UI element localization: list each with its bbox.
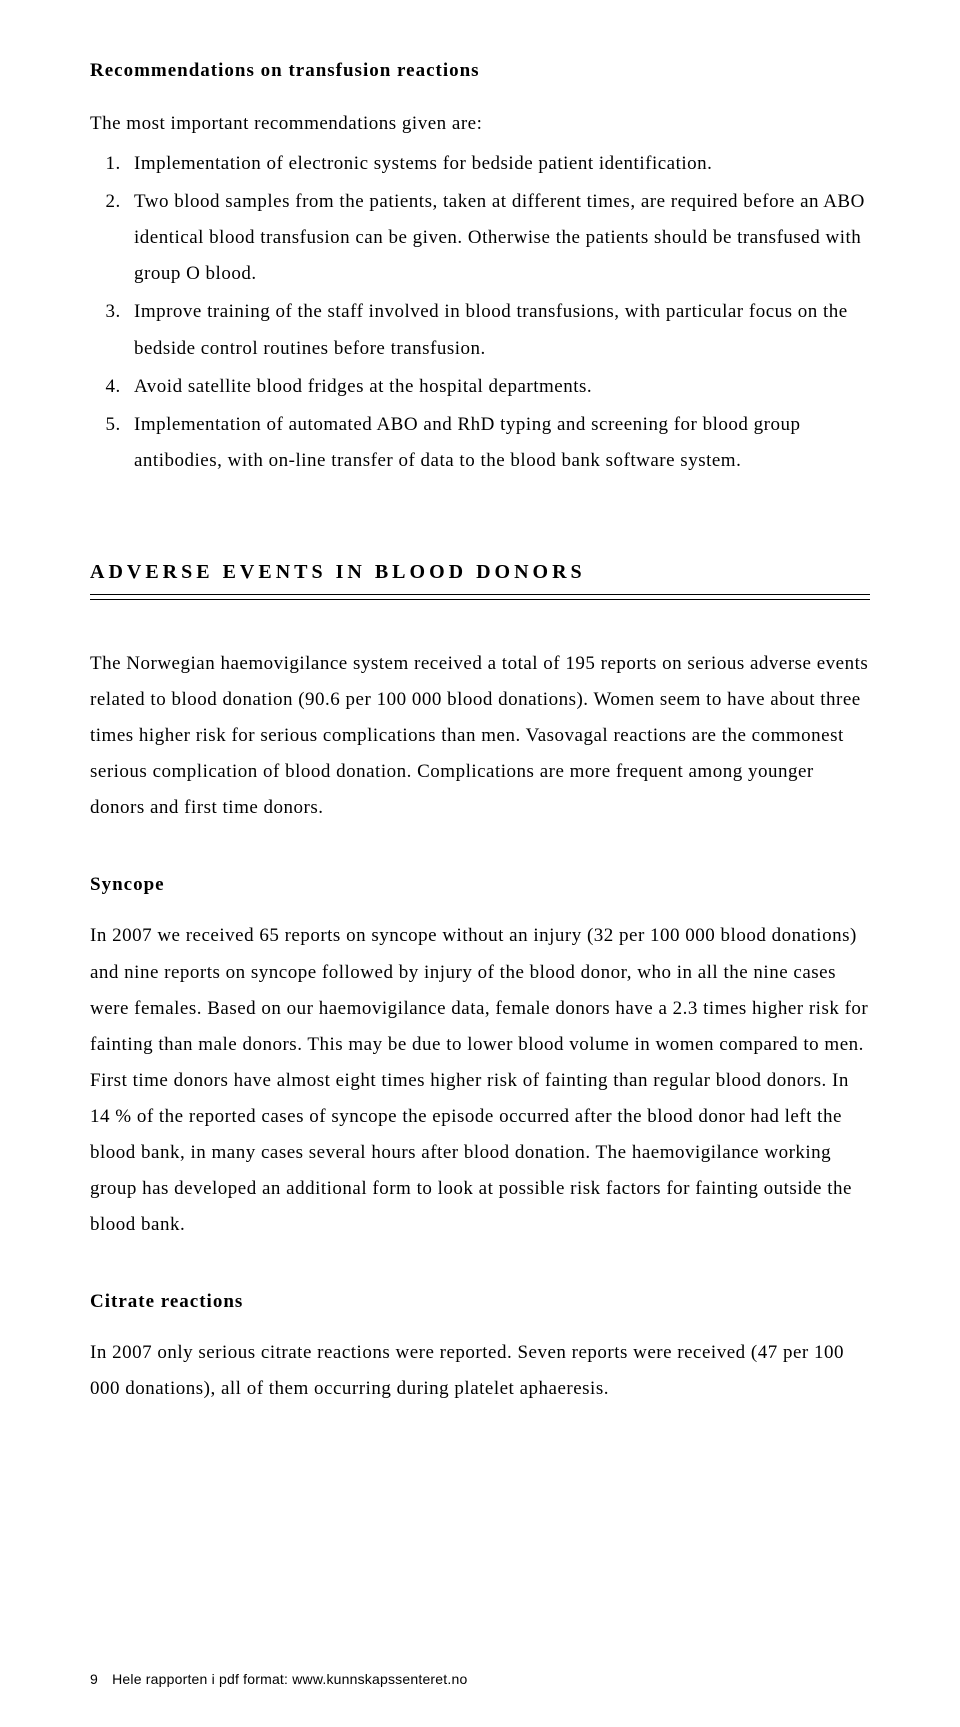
citrate-paragraph: In 2007 only serious citrate reactions w… — [90, 1335, 870, 1407]
list-item: Implementation of electronic systems for… — [126, 146, 870, 182]
recommendations-intro: The most important recommendations given… — [90, 106, 870, 142]
title-underline — [90, 599, 870, 600]
citrate-heading: Citrate reactions — [90, 1291, 870, 1313]
page-number: 9 — [90, 1671, 98, 1687]
syncope-paragraph: In 2007 we received 65 reports on syncop… — [90, 918, 870, 1243]
list-item: Avoid satellite blood fridges at the hos… — [126, 369, 870, 405]
adverse-events-title: ADVERSE EVENTS IN BLOOD DONORS — [90, 561, 870, 595]
adverse-events-paragraph: The Norwegian haemovigilance system rece… — [90, 646, 870, 826]
list-item: Two blood samples from the patients, tak… — [126, 184, 870, 292]
list-item: Implementation of automated ABO and RhD … — [126, 407, 870, 479]
recommendations-heading: Recommendations on transfusion reactions — [90, 60, 870, 82]
page-footer: 9 Hele rapporten i pdf format: www.kunns… — [90, 1671, 467, 1687]
recommendations-list: Implementation of electronic systems for… — [126, 146, 870, 479]
list-item: Improve training of the staff involved i… — [126, 294, 870, 366]
syncope-heading: Syncope — [90, 874, 870, 896]
page-container: Recommendations on transfusion reactions… — [0, 0, 960, 1727]
footer-text: Hele rapporten i pdf format: www.kunnska… — [112, 1671, 467, 1687]
